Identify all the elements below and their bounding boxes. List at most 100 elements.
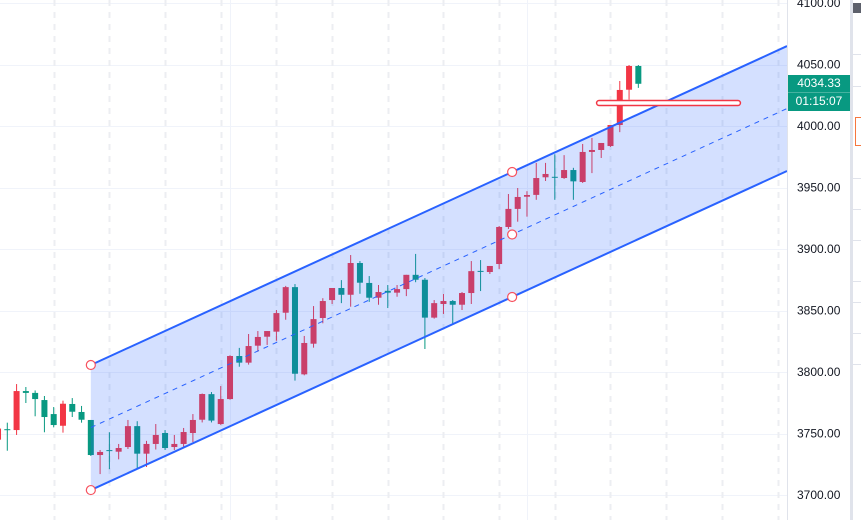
last-price: 4034.33	[797, 76, 841, 90]
candle	[514, 187, 521, 222]
candle	[356, 261, 363, 294]
channel-anchor-handle[interactable]	[507, 291, 518, 303]
candle-body	[78, 411, 85, 420]
candle	[106, 432, 113, 470]
candle	[523, 191, 530, 217]
candle	[189, 414, 196, 443]
candle	[152, 424, 159, 450]
candle	[13, 384, 20, 435]
tag-separator	[788, 92, 850, 93]
candle	[598, 142, 605, 158]
candle	[4, 422, 11, 451]
channel-median-line	[90, 108, 788, 428]
candle	[579, 143, 586, 183]
bar-countdown: 01:15:07	[795, 94, 843, 108]
candle-body	[124, 426, 131, 448]
candle-body	[69, 403, 76, 412]
candle	[440, 294, 447, 314]
candle	[561, 155, 568, 179]
candle-body	[41, 400, 48, 418]
candle	[97, 449, 104, 475]
candle	[329, 287, 336, 304]
channel-anchor-handle[interactable]	[507, 166, 518, 178]
candle-body	[152, 434, 159, 444]
candle-body	[329, 287, 336, 301]
candle	[162, 430, 169, 450]
candle-body	[301, 342, 308, 375]
candles	[0, 64, 642, 475]
candle-body	[115, 448, 122, 452]
panel-box[interactable]	[855, 117, 861, 146]
candle	[245, 333, 252, 365]
channel-upper-line	[90, 45, 788, 366]
y-tick-label: 4100.00	[797, 0, 841, 10]
candle	[59, 400, 66, 433]
candle-body	[533, 178, 540, 195]
candle-body	[59, 403, 66, 426]
candle	[496, 225, 503, 269]
y-tick-label: 3800.00	[797, 365, 841, 379]
candle-body	[347, 263, 354, 295]
candle	[69, 398, 76, 418]
candle-body	[607, 125, 614, 147]
candle-body	[579, 151, 586, 182]
y-tick-label: 3700.00	[797, 488, 841, 502]
channel-anchor-handle[interactable]	[85, 359, 96, 371]
candle-body	[626, 65, 633, 90]
candle-body	[440, 301, 447, 304]
candle	[394, 285, 401, 297]
candle	[626, 64, 633, 100]
candle-body	[319, 301, 326, 319]
candle-body	[291, 287, 298, 374]
panel-header	[853, 3, 861, 13]
y-tick-label: 3900.00	[797, 242, 841, 256]
candle	[635, 64, 642, 88]
candle-body	[477, 270, 484, 272]
candle-body	[403, 274, 410, 290]
last-price-tag: 4034.33 01:15:07	[788, 75, 850, 111]
candle	[87, 419, 94, 457]
candle	[607, 125, 614, 147]
candle-body	[22, 391, 29, 393]
candle	[124, 419, 131, 449]
horizontal-line-drawing[interactable]	[595, 99, 742, 107]
candle	[227, 355, 234, 400]
candle-body	[366, 282, 373, 298]
candle	[459, 292, 466, 311]
candle-body	[523, 195, 530, 197]
channel-anchor-handle[interactable]	[85, 484, 96, 496]
candle-body	[199, 394, 206, 420]
candle	[143, 440, 150, 467]
candle-body	[384, 290, 391, 293]
horizontal-line	[595, 99, 742, 107]
channel-anchor-handle[interactable]	[507, 229, 518, 240]
candle-body	[616, 89, 623, 126]
candle	[588, 137, 595, 174]
parallel-channel[interactable]	[85, 45, 788, 496]
candle	[449, 300, 456, 326]
candle	[375, 285, 382, 305]
candle	[468, 261, 475, 304]
panel-divider[interactable]	[850, 0, 853, 520]
candle-body	[635, 65, 642, 84]
candle-body	[514, 196, 521, 209]
candle-body	[468, 271, 475, 294]
candle-body	[0, 428, 2, 440]
candle	[347, 255, 354, 307]
candle	[384, 285, 391, 309]
candle	[403, 274, 410, 297]
candle-body	[459, 293, 466, 305]
candle-body	[87, 419, 94, 456]
candle	[319, 298, 326, 324]
candle	[291, 284, 298, 381]
candle	[264, 331, 271, 345]
candle-body	[356, 263, 363, 283]
candle-body	[561, 170, 568, 179]
candle-body	[180, 432, 187, 444]
candle-body	[496, 226, 503, 265]
candle	[551, 154, 558, 200]
candle-body	[598, 142, 605, 150]
candle	[208, 392, 215, 423]
candle-body	[227, 356, 234, 400]
